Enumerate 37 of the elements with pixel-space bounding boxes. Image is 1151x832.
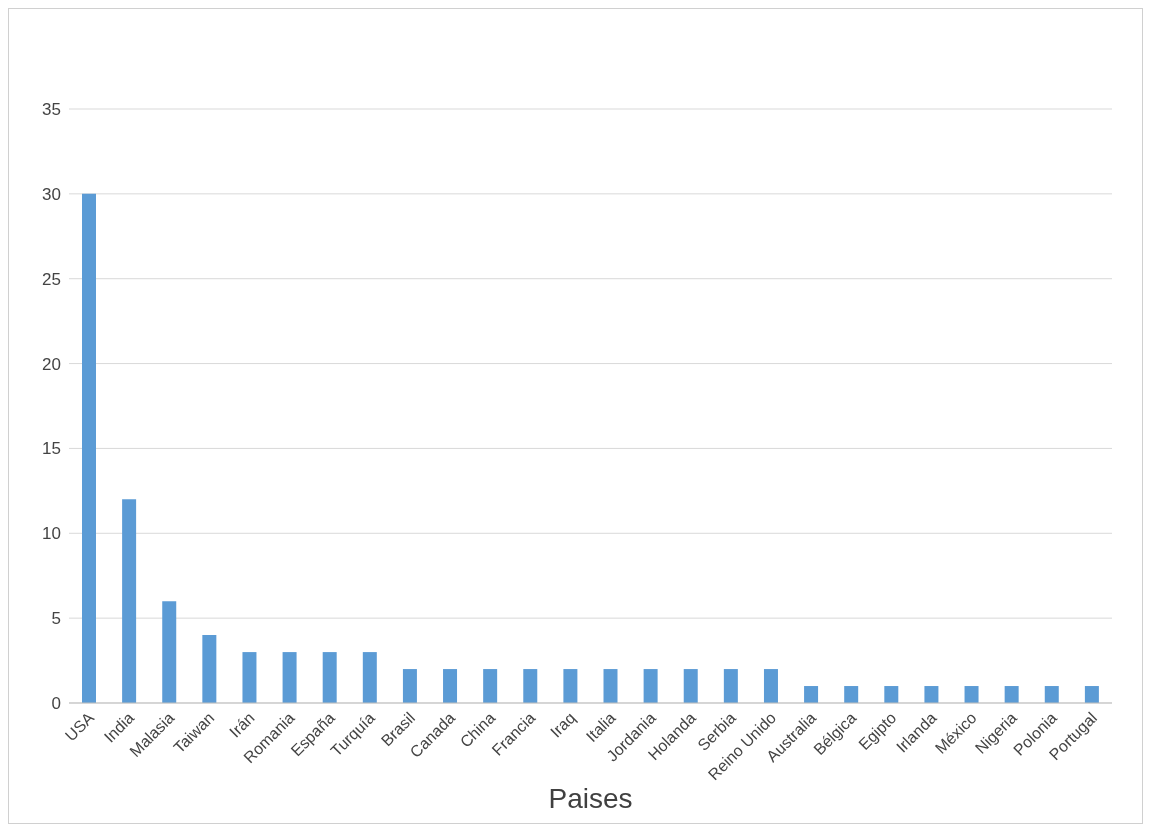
bar: [1004, 686, 1019, 703]
bar: [322, 652, 337, 703]
bar: [563, 669, 578, 703]
bar: [242, 652, 257, 703]
bar: [804, 686, 819, 703]
bar: [964, 686, 979, 703]
bar: [362, 652, 377, 703]
bar: [443, 669, 458, 703]
bar: [282, 652, 297, 703]
bar: [603, 669, 618, 703]
bar: [122, 499, 137, 703]
bar: [723, 669, 738, 703]
y-tick-label: 5: [51, 609, 61, 629]
bar: [82, 193, 96, 703]
y-tick-label: 20: [42, 354, 61, 374]
y-tick-label: 0: [51, 694, 61, 714]
bar: [523, 669, 538, 703]
bar: [844, 686, 859, 703]
bar: [1044, 686, 1059, 703]
bar: [1084, 686, 1099, 703]
x-tick-label: USA: [61, 708, 98, 745]
bar: [202, 635, 217, 703]
bar: [763, 669, 778, 703]
y-tick-label: 30: [42, 184, 61, 204]
x-axis-title: Paises: [548, 783, 633, 814]
bar: [683, 669, 698, 703]
bar: [643, 669, 658, 703]
bar: [402, 669, 417, 703]
bar: [162, 601, 177, 703]
bar: [483, 669, 498, 703]
y-tick-label: 15: [42, 439, 61, 459]
y-tick-label: 35: [42, 100, 61, 120]
x-tick-label: Iraq: [547, 709, 579, 741]
y-tick-label: 25: [42, 269, 61, 289]
bar: [924, 686, 939, 703]
y-tick-label: 10: [42, 524, 61, 544]
bar: [884, 686, 899, 703]
